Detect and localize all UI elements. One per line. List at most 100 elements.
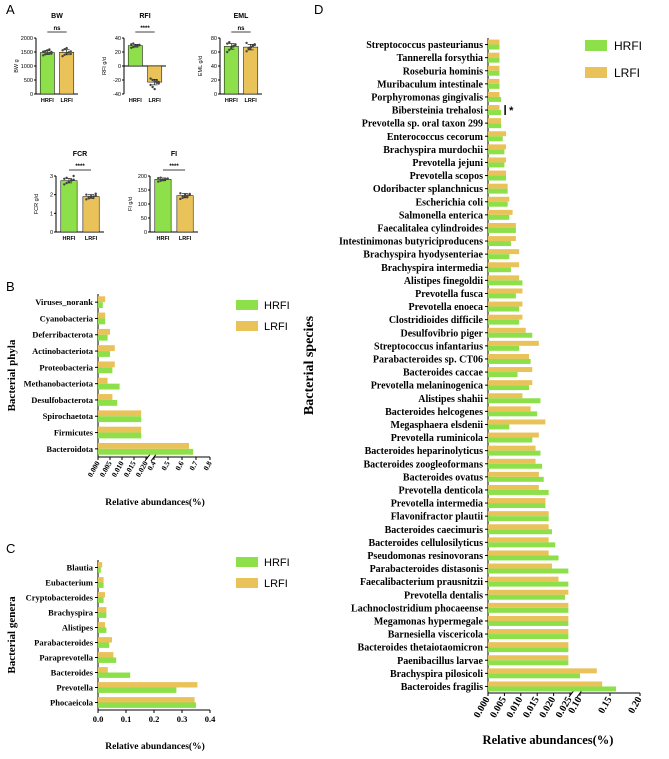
x-tick-label: 0.1	[121, 714, 132, 724]
panel-d: D Bacterial species0.0000.0050.0100.0150…	[302, 2, 645, 747]
data-point	[228, 41, 231, 44]
bar-hrfi	[488, 254, 510, 260]
category-label: Tannerella forsythia	[397, 53, 483, 64]
bar-lrfi	[488, 615, 569, 621]
data-point	[159, 179, 162, 182]
bar-hrfi	[488, 306, 520, 312]
bar-hrfi	[488, 607, 569, 613]
category-label: Prevotella ruminicola	[391, 433, 483, 444]
y-tick-label: 0	[118, 64, 121, 70]
category-label: Faecalibacterium prausnitzii	[360, 577, 483, 588]
x-tick-label: 0.0	[93, 714, 104, 724]
data-point	[251, 44, 254, 47]
data-point	[226, 50, 229, 54]
bar-lrfi	[488, 340, 539, 346]
bar-lrfi	[488, 249, 520, 255]
bar-lrfi	[488, 131, 507, 137]
data-point	[65, 176, 68, 180]
category-label: Bacteroides zoogleoformans	[363, 459, 483, 470]
bar-lrfi	[488, 183, 508, 189]
data-point	[157, 180, 160, 183]
bar-hrfi	[98, 567, 101, 573]
bar-lrfi	[488, 236, 516, 242]
bar-lrfi	[98, 377, 108, 384]
x-tick-label: HRFI	[157, 236, 170, 242]
data-point	[65, 51, 68, 55]
bar-lrfi	[488, 144, 507, 150]
x-tick-label: 0.3	[177, 714, 188, 724]
bar-lrfi	[488, 419, 546, 425]
bar-hrfi	[488, 594, 566, 600]
y-tick-label: 1500	[21, 50, 33, 56]
data-point	[61, 55, 64, 58]
bar-lrfi	[488, 681, 603, 687]
bar-hrfi	[98, 302, 103, 309]
legend-d-lrfi-label: LRFI	[614, 66, 640, 80]
chart-rfi: RFI RFI g/d -40 -20 0 20 40 HRFI LRFI ****	[102, 13, 166, 104]
data-point	[65, 181, 68, 185]
chart-fcr: FCR FCR g/d 0 1 2 3 HRFI LRFI ****	[34, 151, 104, 242]
category-label: Prevotella intermedia	[391, 499, 483, 510]
category-label: Brachyspira pilosicoli	[390, 669, 483, 680]
data-point	[157, 177, 160, 180]
y-axis-title: Bacterial phyla	[6, 339, 18, 411]
bar-lrfi	[488, 445, 536, 451]
data-point	[67, 180, 71, 183]
bar-hrfi	[488, 123, 502, 129]
bar-hrfi	[98, 657, 117, 663]
data-point	[85, 198, 88, 201]
bar-hrfi	[488, 280, 523, 286]
bar-lrfi	[488, 52, 500, 58]
category-label: Alistipes finegoldii	[404, 276, 483, 287]
bar-hrfi	[488, 162, 505, 168]
chart-title: FCR	[73, 151, 87, 158]
data-point	[155, 79, 158, 82]
category-label: Bacteroides heparinolyticus	[365, 446, 484, 457]
category-label: Pseudomonas resinovorans	[367, 551, 483, 562]
data-point	[230, 47, 233, 50]
data-point	[186, 195, 189, 199]
y-tick-label: 50	[141, 216, 147, 222]
data-point	[94, 194, 97, 197]
y-tick-label: -20	[113, 78, 121, 84]
bar-hrfi	[488, 424, 510, 430]
bar-lrfi	[488, 563, 552, 569]
bar-hrfi	[488, 70, 500, 76]
data-point	[69, 50, 72, 53]
data-point	[181, 196, 184, 200]
data-point	[183, 193, 187, 197]
category-label: Deferribacterota	[32, 330, 93, 340]
bar-hrfi	[98, 612, 107, 618]
bar-lrfi	[82, 196, 100, 233]
bar-hrfi	[488, 660, 569, 666]
bar-hrfi	[98, 334, 108, 341]
bar-lrfi	[488, 629, 569, 635]
x-tick-label: HRFI	[63, 236, 76, 242]
bar-lrfi	[488, 550, 549, 556]
bar-hrfi	[488, 568, 569, 574]
bar-hrfi	[488, 136, 503, 142]
bar-lrfi	[98, 562, 103, 568]
category-label: Streptococcus infantarius	[374, 341, 483, 352]
data-point	[179, 197, 182, 201]
category-label: Prevotella denticola	[398, 485, 483, 496]
bar-lrfi	[243, 46, 259, 95]
bar-lrfi	[488, 406, 531, 412]
category-label: Desulfovibrio piger	[401, 328, 484, 339]
data-point	[65, 46, 68, 50]
category-label: Phocaeicola	[50, 697, 94, 707]
bar-hrfi	[488, 411, 538, 417]
bar-lrfi	[488, 380, 533, 386]
data-point	[149, 83, 152, 87]
data-point	[94, 192, 97, 195]
bar-lrfi	[176, 195, 194, 233]
bar-lrfi	[98, 296, 106, 303]
x-axis-title: Relative abundances(%)	[483, 733, 614, 747]
legend-c-lrfi-swatch	[236, 578, 258, 588]
bar-hrfi	[488, 372, 518, 378]
data-point	[245, 50, 248, 53]
bar-lrfi	[98, 577, 104, 583]
y-axis-label: FI g/d	[128, 197, 134, 211]
data-point	[164, 177, 167, 181]
bar-hrfi	[488, 450, 541, 456]
